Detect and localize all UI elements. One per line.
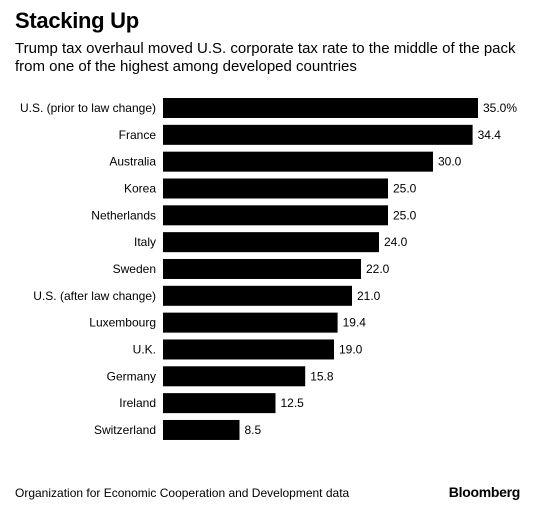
- category-label: Sweden: [113, 262, 156, 276]
- bar-chart: U.S. (prior to law change) 35.0% France 34.…: [20, 98, 517, 440]
- value-label: 8.5: [245, 423, 262, 437]
- category-label: Switzerland: [94, 423, 156, 437]
- category-label: Germany: [107, 369, 156, 383]
- category-label: Luxembourg: [89, 316, 156, 330]
- chart-subtitle: Trump tax overhaul moved U.S. corporate …: [15, 40, 516, 75]
- category-label: U.S. (after law change): [33, 289, 156, 303]
- value-label: 24.0: [384, 235, 408, 249]
- category-label: France: [119, 128, 157, 142]
- value-label: 19.0: [339, 342, 363, 356]
- bar: [163, 285, 352, 306]
- value-label: 34.4: [478, 128, 502, 142]
- value-label: 12.5: [281, 396, 305, 410]
- value-label: 21.0: [357, 289, 381, 303]
- value-label: 25.0: [393, 208, 417, 222]
- bar: [163, 258, 361, 279]
- category-label: U.S. (prior to law change): [20, 101, 156, 115]
- value-label: 19.4: [343, 316, 367, 330]
- value-label: 25.0: [393, 181, 417, 195]
- bloomberg-logo: Bloomberg: [448, 484, 521, 500]
- bar: [163, 419, 240, 440]
- bar: [163, 178, 388, 199]
- value-label: 30.0: [438, 155, 462, 169]
- source-note: Organization for Economic Cooperation an…: [15, 486, 350, 500]
- bar: [163, 151, 433, 172]
- bar: [163, 393, 276, 414]
- category-label: Australia: [109, 155, 156, 169]
- value-label: 22.0: [366, 262, 390, 276]
- category-label: U.K.: [133, 342, 156, 356]
- value-label: 35.0%: [483, 101, 517, 115]
- bar: [163, 205, 388, 226]
- chart-title: Stacking Up: [15, 8, 139, 33]
- category-label: Korea: [124, 181, 156, 195]
- bar: [163, 312, 338, 333]
- bar: [163, 232, 379, 253]
- bar: [163, 98, 478, 118]
- bar: [163, 339, 334, 360]
- value-label: 15.8: [310, 369, 334, 383]
- category-label: Netherlands: [91, 208, 156, 222]
- bar: [163, 124, 473, 145]
- bar: [163, 366, 306, 387]
- category-label: Ireland: [119, 396, 156, 410]
- category-label: Italy: [134, 235, 156, 249]
